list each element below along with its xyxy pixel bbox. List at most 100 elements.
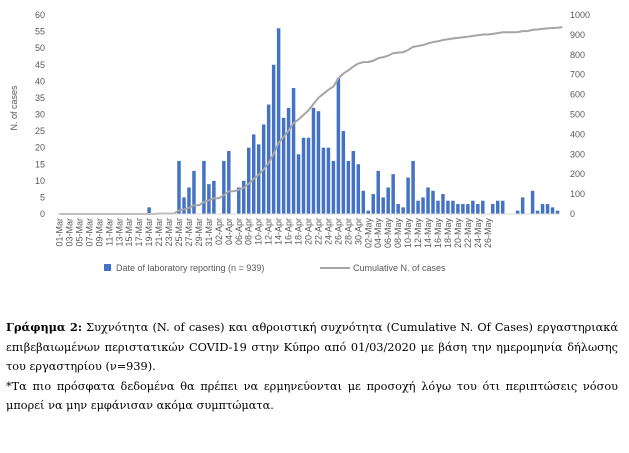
left-tick-label: 45 bbox=[35, 60, 45, 70]
x-tick-label: 04-Apr bbox=[224, 218, 234, 245]
x-axis-tick-labels: 01-Mar 03-Mar 05-Mar 07-Mar 09-Mar 11-Mar 13-M… bbox=[54, 218, 492, 249]
bar bbox=[491, 204, 495, 214]
bar bbox=[471, 200, 475, 214]
legend-bar-label: Date of laboratory reporting (n = 939) bbox=[116, 263, 264, 273]
bar bbox=[331, 160, 336, 214]
caption-text: Συχνότητα (N. of cases) και αθροιστική σ… bbox=[6, 321, 618, 373]
bar bbox=[351, 150, 356, 214]
x-tick-label: 23-Mar bbox=[164, 218, 174, 247]
x-tick-label: 13-Mar bbox=[114, 218, 124, 247]
bar bbox=[286, 107, 291, 214]
y-axis-title: N. of cases bbox=[9, 85, 19, 131]
bar bbox=[187, 187, 191, 214]
right-tick-label: 400 bbox=[570, 129, 585, 139]
left-tick-label: 20 bbox=[35, 143, 45, 153]
bar bbox=[147, 207, 151, 214]
bar bbox=[376, 170, 380, 214]
bar bbox=[431, 190, 435, 214]
left-axis-ticks: 0 5 10 15 20 25 30 35 40 45 50 55 60 bbox=[35, 10, 45, 219]
x-tick-label: 10-May bbox=[403, 218, 413, 249]
left-tick-label: 30 bbox=[35, 110, 45, 120]
x-tick-label: 28-Apr bbox=[343, 218, 353, 245]
x-tick-label: 09-Mar bbox=[94, 218, 104, 247]
bar bbox=[177, 160, 181, 214]
bar bbox=[356, 164, 361, 214]
right-tick-label: 600 bbox=[570, 90, 585, 100]
bar bbox=[515, 210, 520, 214]
x-tick-label: 14-Apr bbox=[274, 218, 284, 245]
bar bbox=[461, 204, 465, 214]
covid-cases-chart: 0 5 10 15 20 25 30 35 40 45 50 55 60 0 100 200 300 400 50… bbox=[9, 10, 590, 273]
bar bbox=[540, 204, 545, 214]
x-tick-label: 16-May bbox=[433, 218, 443, 249]
x-tick-label: 01-Mar bbox=[54, 218, 64, 247]
x-tick-label: 03-Mar bbox=[64, 218, 74, 247]
bar bbox=[456, 204, 460, 214]
bar bbox=[326, 147, 331, 214]
right-axis-ticks: 0 100 200 300 400 500 600 700 800 900 1000 bbox=[570, 10, 590, 219]
right-tick-label: 200 bbox=[570, 169, 585, 179]
bar bbox=[545, 204, 550, 214]
bar bbox=[237, 187, 241, 214]
bar bbox=[321, 147, 326, 214]
bar bbox=[266, 104, 271, 214]
bar bbox=[396, 204, 400, 214]
bar bbox=[276, 28, 281, 215]
bar bbox=[391, 174, 395, 214]
left-tick-label: 40 bbox=[35, 76, 45, 86]
bar bbox=[466, 204, 470, 214]
x-tick-label: 24-May bbox=[473, 218, 483, 249]
left-tick-label: 10 bbox=[35, 176, 45, 186]
bar bbox=[316, 111, 321, 214]
bars-series bbox=[147, 28, 560, 215]
bar bbox=[296, 154, 301, 214]
x-tick-label: 29-Mar bbox=[194, 218, 204, 247]
bar bbox=[421, 197, 425, 214]
left-tick-label: 25 bbox=[35, 126, 45, 136]
x-tick-label: 27-Mar bbox=[184, 218, 194, 247]
bar bbox=[520, 197, 525, 214]
bar bbox=[311, 107, 316, 214]
legend-line-label: Cumulative N. of cases bbox=[353, 263, 446, 273]
bar bbox=[346, 160, 351, 214]
bar bbox=[336, 78, 341, 215]
left-tick-label: 50 bbox=[35, 43, 45, 53]
bar bbox=[192, 170, 196, 214]
x-tick-label: 05-Mar bbox=[74, 218, 84, 247]
x-tick-label: 08-Apr bbox=[244, 218, 254, 245]
x-tick-label: 26-Apr bbox=[333, 218, 343, 245]
bar bbox=[361, 190, 366, 214]
x-tick-label: 06-Apr bbox=[234, 218, 244, 245]
left-tick-label: 55 bbox=[35, 27, 45, 37]
x-tick-label: 21-Mar bbox=[154, 218, 164, 247]
right-tick-label: 300 bbox=[570, 149, 585, 159]
bar bbox=[301, 137, 306, 214]
bar bbox=[451, 200, 455, 214]
x-tick-label: 04-May bbox=[373, 218, 383, 249]
bar bbox=[227, 150, 231, 214]
bar bbox=[341, 131, 346, 214]
left-tick-label: 15 bbox=[35, 159, 45, 169]
x-tick-label: 18-Apr bbox=[294, 218, 304, 245]
x-tick-label: 14-May bbox=[423, 218, 433, 249]
bar bbox=[476, 204, 480, 214]
x-tick-label: 18-May bbox=[443, 218, 453, 249]
bar bbox=[207, 184, 211, 214]
x-tick-label: 12-May bbox=[413, 218, 423, 249]
caption-note: *Τα πιο πρόσφατα δεδομένα θα πρέπει να ε… bbox=[6, 379, 618, 413]
left-tick-label: 5 bbox=[40, 192, 45, 202]
caption-paragraph: Γράφημα 2: Συχνότητα (N. of cases) και α… bbox=[6, 318, 618, 377]
right-tick-label: 500 bbox=[570, 110, 585, 120]
x-tick-label: 20-Apr bbox=[304, 218, 314, 245]
x-tick-label: 12-Apr bbox=[264, 218, 274, 245]
x-tick-label: 02-Apr bbox=[214, 218, 224, 245]
x-tick-label: 07-Mar bbox=[84, 218, 94, 247]
figure-caption: Γράφημα 2: Συχνότητα (N. of cases) και α… bbox=[6, 318, 618, 416]
bar bbox=[416, 200, 420, 214]
bar bbox=[500, 200, 505, 214]
bar bbox=[446, 200, 450, 214]
bar bbox=[530, 190, 535, 214]
bar bbox=[411, 160, 415, 214]
x-tick-label: 22-May bbox=[463, 218, 473, 249]
x-tick-label: 25-Mar bbox=[174, 218, 184, 247]
